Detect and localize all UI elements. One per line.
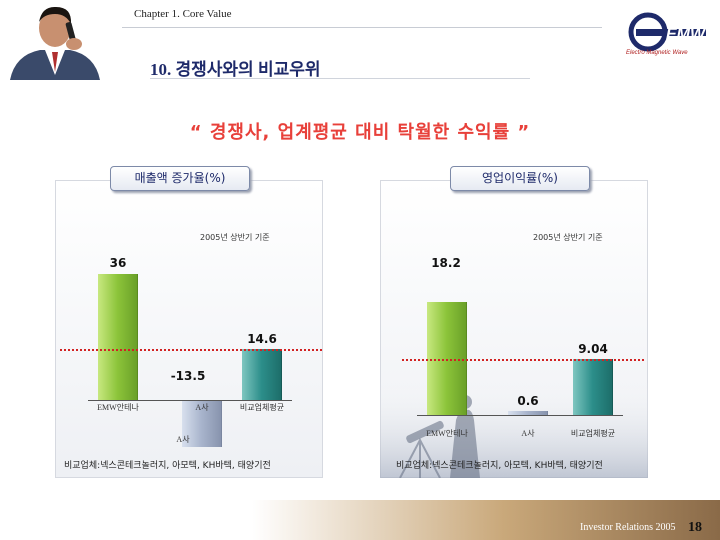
logo-subtitle: Electro Magnetic Wave xyxy=(626,50,688,56)
logo-text: EMW xyxy=(666,26,707,43)
sales-bar-average xyxy=(242,348,282,400)
margin-comparison-note: 비교업체:넥스콘테크놀러지, 아모텍, KH바텍, 태양기전 xyxy=(396,461,603,471)
margin-average-line xyxy=(402,358,644,361)
margin-category-emw: EMW안테나 xyxy=(426,429,468,438)
emw-logo-icon: EMW xyxy=(628,12,707,52)
margin-value-a: 0.6 xyxy=(517,394,539,408)
margin-category-average: 비교업체평균 xyxy=(570,429,616,438)
sales-average-line xyxy=(60,348,322,351)
sales-category-emw: EMW안테나 xyxy=(97,403,139,412)
slide-subtitle: “ 경쟁사, 업계평균 대비 탁월한 수익률 ” xyxy=(189,122,531,143)
sales-value-average: 14.6 xyxy=(247,331,277,346)
sales-growth-tab: 매출액 증가율(%) xyxy=(110,166,250,191)
margin-bar-emw xyxy=(427,302,467,415)
sales-comparison-note: 비교업체:넥스콘테크놀러지, 아모텍, KH바텍, 태양기전 xyxy=(64,461,271,471)
footer-text: Investor Relations 2005 xyxy=(580,522,676,533)
sales-baseline xyxy=(88,400,292,401)
page-title: 10. 경쟁사와의 비교우위 xyxy=(150,60,321,79)
sales-category-a: A사 xyxy=(195,403,209,412)
chapter-label: Chapter 1. Core Value xyxy=(134,8,232,20)
margin-value-average: 9.04 xyxy=(578,341,608,356)
operating-margin-basis: 2005년 상반기 기준 xyxy=(533,233,603,242)
sales-value-emw: 36 xyxy=(109,256,127,270)
margin-bar-average xyxy=(573,358,613,415)
businessman-phone-icon xyxy=(0,0,110,80)
sales-growth-basis: 2005년 상반기 기준 xyxy=(200,233,270,242)
title-underline xyxy=(150,78,530,79)
margin-baseline xyxy=(417,415,623,416)
footer-band xyxy=(0,500,720,540)
operating-margin-title: 영업이익률(%) xyxy=(482,171,558,185)
page-number: 18 xyxy=(688,520,702,535)
sales-highlight-label: A사 xyxy=(176,435,190,444)
sales-bar-emw xyxy=(98,274,138,400)
operating-margin-tab: 영업이익률(%) xyxy=(450,166,590,191)
margin-category-a: A사 xyxy=(521,429,535,438)
margin-bar-a xyxy=(508,411,548,415)
sales-category-average: 비교업체평균 xyxy=(239,403,285,412)
sales-value-a: -13.5 xyxy=(170,369,206,383)
sales-growth-title: 매출액 증가율(%) xyxy=(134,171,226,185)
sales-bar-a xyxy=(182,400,222,448)
margin-value-emw: 18.2 xyxy=(431,256,461,270)
header-divider xyxy=(122,27,602,28)
